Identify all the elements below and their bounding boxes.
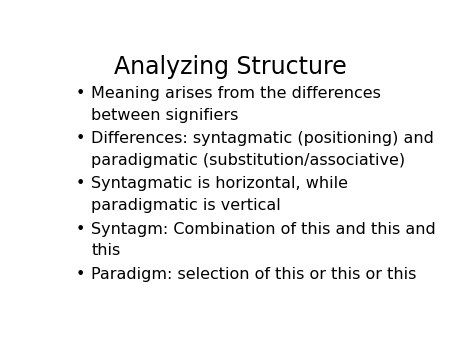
Text: Syntagmatic is horizontal, while: Syntagmatic is horizontal, while: [91, 176, 348, 191]
Text: between signifiers: between signifiers: [91, 108, 238, 123]
Text: paradigmatic (substitution/associative): paradigmatic (substitution/associative): [91, 153, 405, 168]
Text: •: •: [76, 131, 85, 146]
Text: •: •: [76, 86, 85, 101]
Text: Syntagm: Combination of this and this and: Syntagm: Combination of this and this an…: [91, 222, 436, 237]
Text: Analyzing Structure: Analyzing Structure: [114, 55, 347, 79]
Text: Differences: syntagmatic (positioning) and: Differences: syntagmatic (positioning) a…: [91, 131, 434, 146]
Text: •: •: [76, 176, 85, 191]
Text: Meaning arises from the differences: Meaning arises from the differences: [91, 86, 381, 101]
Text: Paradigm: selection of this or this or this: Paradigm: selection of this or this or t…: [91, 267, 417, 282]
Text: this: this: [91, 243, 121, 258]
Text: •: •: [76, 267, 85, 282]
Text: •: •: [76, 222, 85, 237]
Text: paradigmatic is vertical: paradigmatic is vertical: [91, 198, 281, 213]
